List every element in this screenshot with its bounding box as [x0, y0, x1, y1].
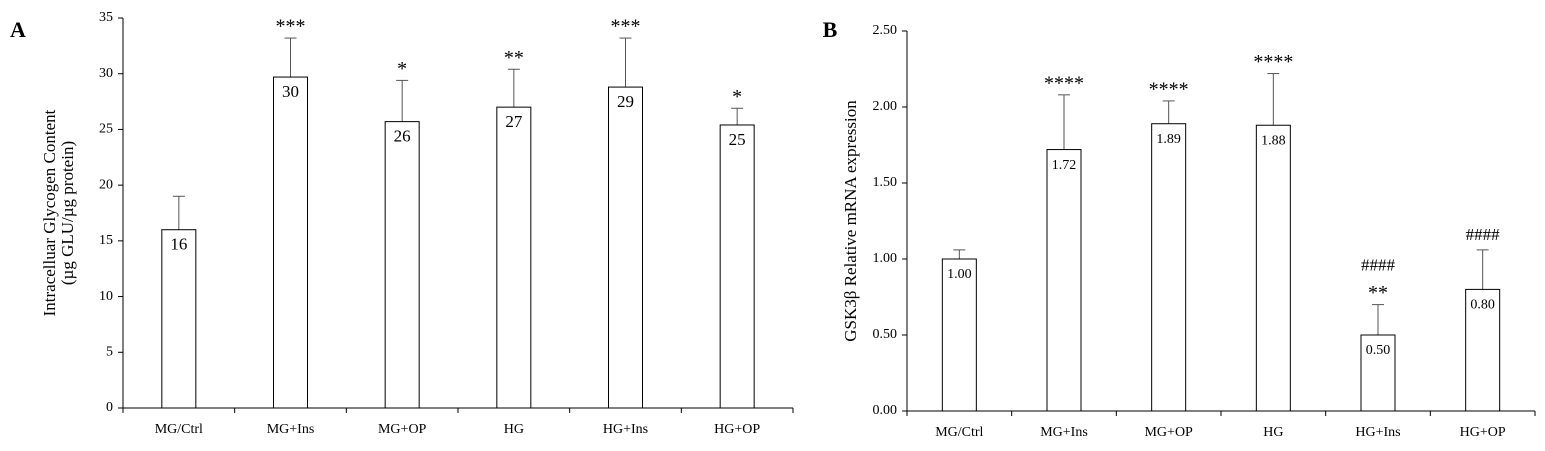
value-label: 0.50	[1366, 343, 1391, 358]
y-tick-label: 0.00	[873, 403, 898, 418]
bar	[496, 106, 532, 409]
significance: ****	[1044, 72, 1084, 94]
y-tick-label: 5	[106, 345, 113, 360]
bar	[608, 86, 643, 409]
x-tick-label: HG+Ins	[1355, 425, 1400, 440]
y-axis-title: GSK3β Relative mRNA expression	[841, 100, 860, 342]
x-tick-label: HG+OP	[1460, 425, 1506, 440]
bar	[1255, 124, 1291, 412]
panel-label: A	[10, 17, 26, 42]
x-tick-label: MG+Ins	[267, 422, 315, 437]
value-label: 1.72	[1052, 158, 1077, 173]
significance: ***	[611, 16, 641, 38]
bar	[1465, 288, 1501, 412]
y-axis-title: Intracelluar Glycogen Content	[40, 109, 59, 316]
x-tick-label: HG	[504, 422, 524, 437]
x-tick-label: HG	[1263, 425, 1283, 440]
panel-label: B	[823, 17, 838, 42]
value-label: 26	[394, 127, 411, 146]
y-tick-label: 25	[99, 122, 113, 137]
bar	[384, 121, 420, 409]
x-tick-label: MG/Ctrl	[155, 422, 203, 437]
y-tick-label: 2.50	[873, 23, 898, 38]
value-label: 1.00	[947, 267, 972, 282]
bar	[273, 76, 308, 409]
x-tick-label: HG+OP	[714, 422, 760, 437]
y-axis-title: (µg GLU/µg protein)	[58, 141, 77, 285]
y-tick-label: 15	[99, 233, 113, 248]
y-tick-label: 1.00	[873, 251, 898, 266]
bar	[1046, 149, 1082, 412]
bar	[161, 229, 197, 409]
value-label: 25	[729, 130, 746, 149]
x-tick-label: HG+Ins	[603, 422, 648, 437]
value-label: 1.89	[1156, 132, 1181, 147]
bar	[719, 124, 755, 409]
y-tick-label: 10	[99, 289, 113, 304]
significance: ****	[1149, 79, 1189, 101]
value-label: 30	[282, 82, 299, 101]
bar	[1360, 334, 1396, 412]
y-tick-label: 20	[99, 177, 113, 192]
significance-hash: ####	[1361, 256, 1396, 275]
significance: ****	[1253, 51, 1293, 73]
y-tick-label: 0.50	[873, 327, 898, 342]
bar	[1151, 123, 1187, 412]
x-tick-label: MG/Ctrl	[935, 425, 983, 440]
value-label: 1.88	[1261, 133, 1286, 148]
significance: ***	[276, 16, 306, 38]
significance: **	[1368, 282, 1388, 304]
bar	[941, 258, 977, 412]
y-tick-label: 1.50	[873, 175, 898, 190]
significance: *	[397, 58, 407, 80]
y-tick-label: 35	[99, 10, 113, 25]
value-label: 16	[170, 235, 187, 254]
significance: *	[732, 86, 742, 108]
y-tick-label: 0	[106, 400, 113, 415]
value-label: 0.80	[1470, 298, 1495, 313]
significance: **	[504, 47, 524, 69]
significance-hash: ####	[1466, 225, 1501, 244]
x-tick-label: MG+Ins	[1040, 425, 1088, 440]
y-tick-label: 2.00	[873, 99, 898, 114]
value-label: 29	[617, 92, 634, 111]
x-tick-label: MG+OP	[1144, 425, 1193, 440]
value-label: 27	[505, 112, 523, 131]
y-tick-label: 30	[99, 66, 113, 81]
x-tick-label: MG+OP	[378, 422, 427, 437]
